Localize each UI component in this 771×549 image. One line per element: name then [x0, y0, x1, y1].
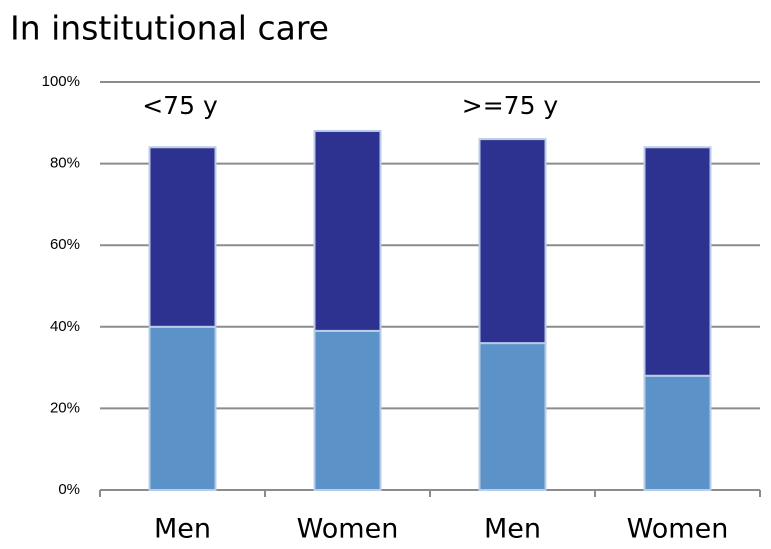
- y-tick-label: 60%: [50, 236, 80, 253]
- y-tick-label: 100%: [42, 73, 80, 90]
- y-tick-label: 40%: [50, 318, 80, 335]
- x-tick-label: Men: [484, 514, 541, 545]
- bar-segment: [643, 146, 712, 377]
- chart-title: In institutional care: [10, 9, 329, 48]
- bar-segment: [478, 138, 547, 345]
- bar-segment: [313, 129, 382, 332]
- x-tick-label: Men: [154, 514, 211, 545]
- annotation-background: [450, 88, 570, 126]
- x-tick-label: Women: [627, 514, 729, 545]
- bar-segment: [148, 325, 217, 491]
- y-tick-label: 80%: [50, 155, 80, 172]
- bar-segment: [478, 342, 547, 491]
- annotation-background: [120, 88, 240, 126]
- x-tick-label: Women: [297, 514, 399, 545]
- bar-segment: [148, 146, 217, 328]
- annotation: >=75 y: [462, 91, 559, 120]
- bar-segment: [313, 329, 382, 491]
- bar-segment: [643, 374, 712, 492]
- annotation: <75 y: [142, 91, 218, 120]
- y-tick-label: 20%: [50, 399, 80, 416]
- y-tick-label: 0%: [58, 481, 80, 498]
